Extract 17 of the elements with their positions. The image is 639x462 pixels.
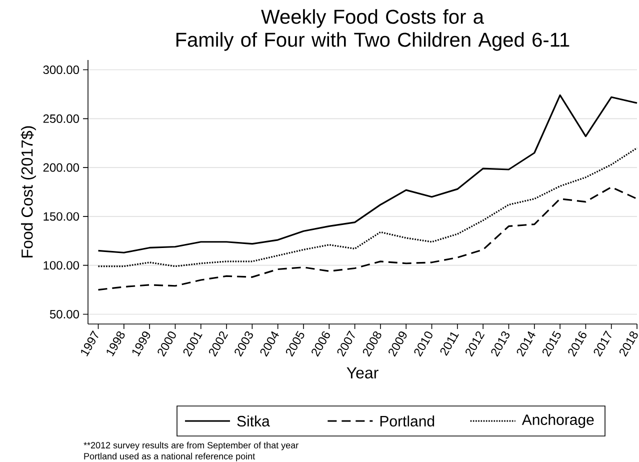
chart-title: Weekly Food Costs for a Family of Four with Two Children Aged 6-11 (176, 9, 570, 51)
y-tick-label: 300.00 (43, 66, 80, 74)
line-series (97, 147, 638, 268)
y-axis-title: Food Cost (2017$) (20, 126, 36, 258)
legend-label: Portland (380, 415, 434, 426)
y-tick-label: 150.00 (44, 212, 80, 221)
y-tick-label: 50.00 (50, 310, 80, 318)
line-series (97, 186, 638, 291)
line-series (97, 94, 638, 254)
text: Portland used as a national reference point (84, 452, 256, 462)
text: **2012 survey results are from September of that year (84, 442, 298, 450)
legend-label: Sitka (237, 415, 270, 426)
legend-label: Anchorage (522, 414, 594, 428)
y-tick-label: 200.00 (43, 163, 80, 172)
x-axis-title: Year (346, 367, 378, 379)
y-tick-label: 100.00 (44, 261, 80, 270)
y-tick-label: 250.00 (43, 114, 80, 123)
